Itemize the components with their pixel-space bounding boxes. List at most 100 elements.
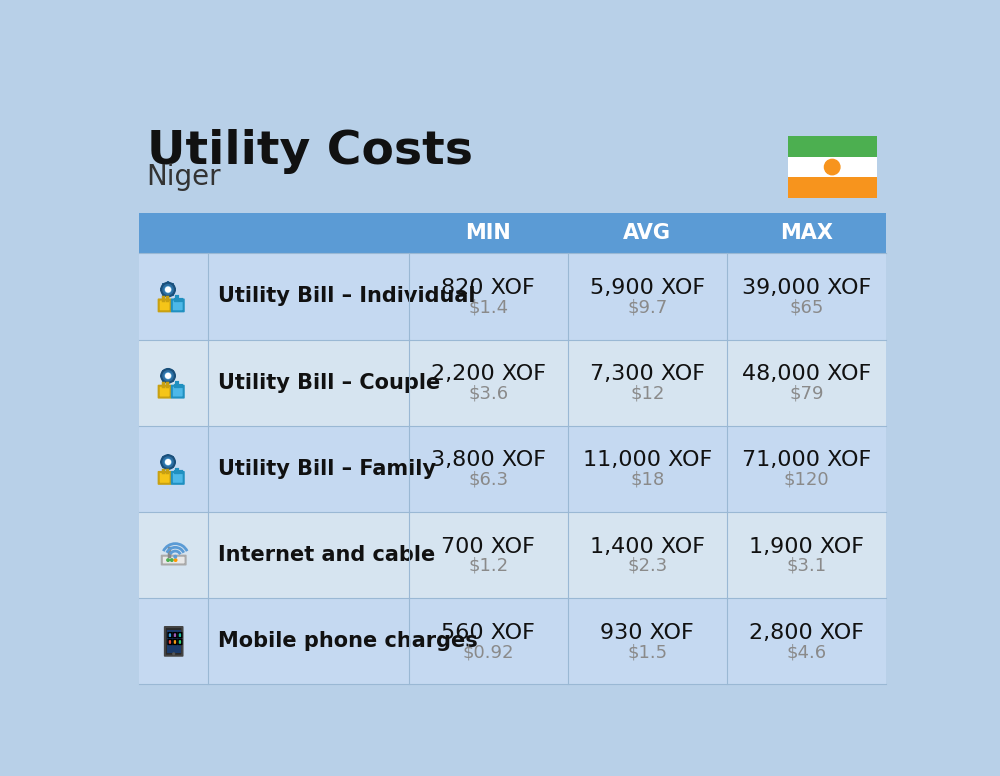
Bar: [167, 295, 169, 298]
Text: Niger: Niger: [147, 163, 221, 191]
FancyBboxPatch shape: [159, 300, 171, 311]
Bar: [172, 369, 174, 372]
Bar: [167, 282, 169, 284]
Circle shape: [165, 286, 171, 293]
Bar: [788, 177, 877, 198]
FancyBboxPatch shape: [159, 386, 171, 397]
Text: 930 XOF: 930 XOF: [600, 623, 694, 643]
Bar: [167, 468, 169, 470]
FancyBboxPatch shape: [159, 472, 171, 483]
Bar: [174, 375, 176, 377]
FancyBboxPatch shape: [172, 386, 184, 397]
Text: $3.6: $3.6: [468, 384, 508, 403]
FancyBboxPatch shape: [162, 556, 186, 564]
Text: 3,800 XOF: 3,800 XOF: [431, 450, 546, 470]
Text: Utility Bill – Individual: Utility Bill – Individual: [218, 286, 475, 307]
Bar: [162, 379, 164, 382]
Text: 5,900 XOF: 5,900 XOF: [590, 278, 705, 298]
Text: $120: $120: [784, 471, 829, 489]
Bar: [139, 340, 886, 426]
Circle shape: [164, 459, 172, 466]
Bar: [160, 289, 162, 291]
Text: $4.6: $4.6: [786, 643, 827, 661]
Text: $6.3: $6.3: [468, 471, 508, 489]
Text: 2,800 XOF: 2,800 XOF: [749, 623, 864, 643]
Bar: [174, 461, 176, 463]
Text: $1.2: $1.2: [468, 557, 508, 575]
Text: $1.5: $1.5: [627, 643, 667, 661]
FancyBboxPatch shape: [168, 632, 172, 638]
Bar: [167, 630, 181, 653]
FancyBboxPatch shape: [173, 639, 177, 645]
Circle shape: [174, 559, 177, 561]
Text: 48,000 XOF: 48,000 XOF: [742, 364, 871, 384]
Bar: [160, 375, 162, 377]
Text: Utility Bill – Family: Utility Bill – Family: [218, 459, 436, 479]
Bar: [167, 381, 169, 384]
Text: 1,900 XOF: 1,900 XOF: [749, 537, 864, 556]
Bar: [139, 512, 886, 598]
Text: Utility Bill – Couple: Utility Bill – Couple: [218, 372, 440, 393]
Text: Internet and cable: Internet and cable: [218, 545, 435, 565]
Bar: [172, 293, 174, 296]
Text: $9.7: $9.7: [627, 298, 667, 316]
Circle shape: [165, 372, 171, 379]
Text: Mobile phone charges: Mobile phone charges: [218, 632, 477, 651]
Text: AVG: AVG: [623, 223, 671, 243]
Circle shape: [824, 159, 840, 175]
Bar: [139, 253, 886, 340]
Bar: [172, 456, 174, 459]
Text: Utility Costs: Utility Costs: [147, 129, 473, 174]
Bar: [172, 466, 174, 468]
Circle shape: [161, 369, 175, 383]
Bar: [162, 369, 164, 372]
Circle shape: [164, 286, 172, 293]
Text: 11,000 XOF: 11,000 XOF: [583, 450, 712, 470]
Circle shape: [174, 556, 177, 558]
FancyBboxPatch shape: [178, 639, 182, 645]
Text: $0.92: $0.92: [462, 643, 514, 661]
Bar: [167, 454, 169, 456]
Text: 1,400 XOF: 1,400 XOF: [590, 537, 705, 556]
Text: 560 XOF: 560 XOF: [441, 623, 535, 643]
FancyBboxPatch shape: [172, 472, 184, 483]
FancyBboxPatch shape: [178, 632, 182, 638]
Text: $3.1: $3.1: [786, 557, 827, 575]
Circle shape: [171, 559, 173, 561]
FancyBboxPatch shape: [165, 627, 182, 656]
Bar: [139, 426, 886, 512]
Text: 820 XOF: 820 XOF: [441, 278, 535, 298]
Bar: [172, 379, 174, 382]
Text: $79: $79: [789, 384, 824, 403]
Text: MAX: MAX: [780, 223, 833, 243]
Circle shape: [172, 652, 175, 655]
Text: $18: $18: [630, 471, 664, 489]
Text: 39,000 XOF: 39,000 XOF: [742, 278, 871, 298]
Text: $12: $12: [630, 384, 665, 403]
Bar: [162, 466, 164, 468]
Bar: [172, 283, 174, 286]
Bar: [162, 456, 164, 459]
Text: $65: $65: [789, 298, 824, 316]
FancyBboxPatch shape: [168, 639, 172, 645]
Circle shape: [161, 456, 175, 469]
Text: 2,200 XOF: 2,200 XOF: [431, 364, 546, 384]
Text: 700 XOF: 700 XOF: [441, 537, 535, 556]
Circle shape: [164, 372, 172, 379]
Bar: [139, 598, 886, 684]
Bar: [788, 137, 877, 157]
FancyBboxPatch shape: [173, 632, 177, 638]
Bar: [139, 213, 886, 253]
Bar: [167, 368, 169, 370]
Text: $2.3: $2.3: [627, 557, 667, 575]
Text: 71,000 XOF: 71,000 XOF: [742, 450, 871, 470]
Bar: [162, 293, 164, 296]
Circle shape: [161, 282, 175, 296]
Circle shape: [167, 559, 169, 561]
Circle shape: [165, 459, 171, 465]
FancyBboxPatch shape: [172, 300, 184, 311]
Text: MIN: MIN: [465, 223, 511, 243]
Text: 7,300 XOF: 7,300 XOF: [590, 364, 705, 384]
Bar: [788, 157, 877, 177]
Bar: [162, 283, 164, 286]
